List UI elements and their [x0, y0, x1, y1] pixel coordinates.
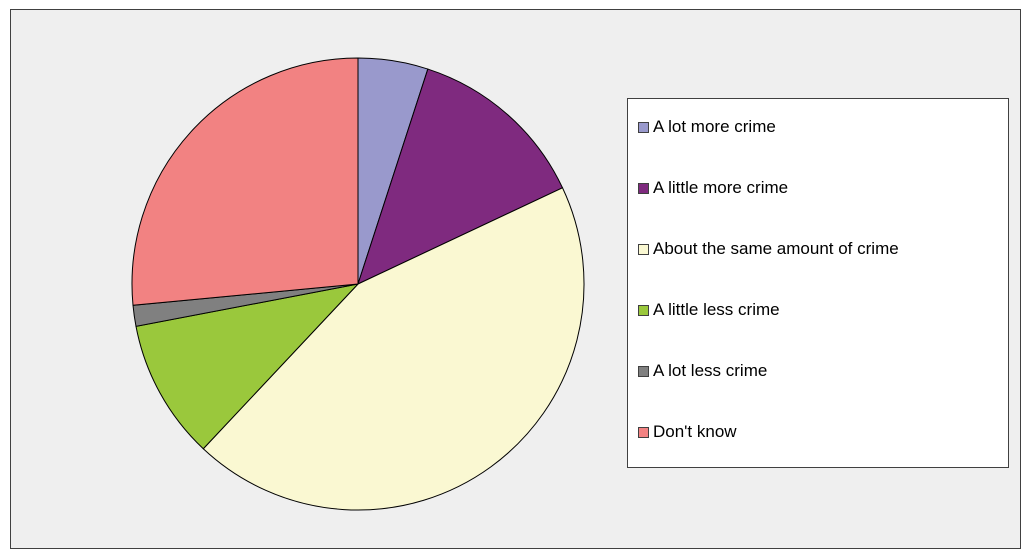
- legend-label: A little more crime: [653, 178, 789, 197]
- legend-item-a-lot-less-crime: A lot less crime: [638, 361, 767, 381]
- legend-item-don-t-know: Don't know: [638, 422, 737, 442]
- pie-slice-a-little-more-crime: [357, 68, 564, 285]
- legend-label: A lot more crime: [653, 117, 776, 136]
- legend-item-a-little-more-crime: A little more crime: [638, 178, 788, 198]
- legend-swatch: [638, 304, 649, 316]
- legend-swatch: [638, 121, 649, 133]
- pie-chart: [131, 57, 585, 511]
- legend: A lot more crime A little more crime About…: [627, 98, 1009, 468]
- legend-item-a-lot-more-crime: A lot more crime: [638, 117, 776, 137]
- legend-swatch: [638, 365, 649, 377]
- legend-label: About the same amount of crime: [653, 239, 899, 258]
- legend-item-about-the-same-amount-of-crime: About the same amount of crime: [638, 239, 899, 259]
- pie-slice-about-the-same-amount-of-crime: [202, 187, 585, 511]
- pie-slice-a-little-less-crime: [135, 283, 360, 450]
- legend-label: A little less crime: [653, 300, 780, 319]
- legend-label: Don't know: [653, 422, 737, 441]
- legend-label: A lot less crime: [653, 361, 768, 380]
- legend-swatch: [638, 243, 649, 255]
- chart-area: A lot more crime A little more crime About…: [10, 9, 1021, 549]
- legend-swatch: [638, 182, 649, 194]
- legend-swatch: [638, 426, 649, 438]
- pie-slice-don-t-know: [131, 57, 359, 306]
- legend-item-a-little-less-crime: A little less crime: [638, 300, 780, 320]
